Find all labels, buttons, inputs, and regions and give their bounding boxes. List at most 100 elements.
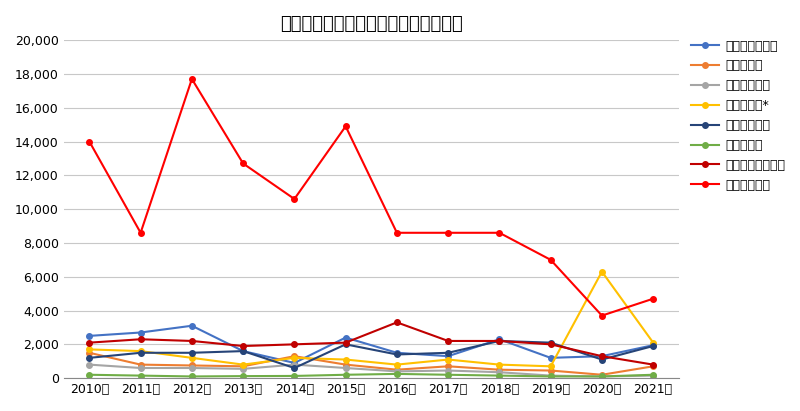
ぶどう球菌	[85, 350, 94, 355]
ぶどう球菌	[648, 364, 658, 369]
カンピロバクター	[290, 342, 299, 347]
ノロウイルス	[597, 313, 606, 318]
病原大腸菌*	[85, 347, 94, 352]
Line: ウエルシュ菌: ウエルシュ菌	[86, 338, 656, 371]
カンピロバクター	[494, 339, 504, 344]
セレウス菌	[85, 372, 94, 377]
病原大腸菌*	[238, 362, 248, 367]
サルモネラ属菌	[546, 356, 555, 360]
サルモネラ属菌	[290, 360, 299, 365]
ノロウイルス	[648, 296, 658, 301]
腸炎ビブリオ	[290, 362, 299, 367]
Title: 病因物質別食中毒発生状況（患者数）: 病因物質別食中毒発生状況（患者数）	[280, 15, 462, 33]
腸炎ビブリオ	[136, 365, 146, 370]
ぶどう球菌	[341, 362, 350, 367]
腸炎ビブリオ	[597, 374, 606, 379]
セレウス菌	[187, 374, 197, 379]
病原大腸菌*	[443, 357, 453, 362]
病原大腸菌*	[290, 356, 299, 360]
カンピロバクター	[546, 342, 555, 347]
カンピロバクター	[341, 340, 350, 345]
ノロウイルス	[290, 196, 299, 201]
カンピロバクター	[85, 340, 94, 345]
ノロウイルス	[187, 76, 197, 81]
サルモネラ属菌	[85, 333, 94, 338]
病原大腸菌*	[187, 356, 197, 360]
ウエルシュ菌	[238, 349, 248, 353]
腸炎ビブリオ	[546, 373, 555, 378]
セレウス菌	[494, 373, 504, 378]
Line: ノロウイルス: ノロウイルス	[86, 76, 656, 319]
病原大腸菌*	[136, 349, 146, 353]
腸炎ビブリオ	[648, 373, 658, 378]
サルモネラ属菌	[238, 349, 248, 353]
病原大腸菌*	[341, 357, 350, 362]
サルモネラ属菌	[648, 343, 658, 348]
ウエルシュ菌	[494, 339, 504, 344]
サルモネラ属菌	[392, 350, 402, 355]
ウエルシュ菌	[648, 344, 658, 349]
セレウス菌	[597, 374, 606, 379]
ぶどう球菌	[187, 363, 197, 368]
ウエルシュ菌	[443, 350, 453, 355]
セレウス菌	[238, 374, 248, 379]
セレウス菌	[341, 372, 350, 377]
サルモネラ属菌	[443, 354, 453, 359]
ぶどう球菌	[136, 362, 146, 367]
セレウス菌	[443, 372, 453, 377]
セレウス菌	[290, 374, 299, 379]
病原大腸菌*	[648, 340, 658, 345]
カンピロバクター	[392, 320, 402, 325]
ウエルシュ菌	[546, 340, 555, 345]
サルモネラ属菌	[494, 337, 504, 342]
ぶどう球菌	[494, 367, 504, 372]
サルモネラ属菌	[341, 335, 350, 340]
ノロウイルス	[85, 139, 94, 144]
Line: カンピロバクター: カンピロバクター	[86, 320, 656, 367]
ノロウイルス	[136, 230, 146, 235]
ウエルシュ菌	[392, 352, 402, 357]
ノロウイルス	[494, 230, 504, 235]
カンピロバクター	[136, 337, 146, 342]
腸炎ビブリオ	[443, 368, 453, 373]
ウエルシュ菌	[85, 356, 94, 360]
ノロウイルス	[238, 161, 248, 166]
ぶどう球菌	[238, 364, 248, 369]
ノロウイルス	[546, 257, 555, 262]
セレウス菌	[392, 372, 402, 376]
ぶどう球菌	[392, 367, 402, 372]
Line: サルモネラ属菌: サルモネラ属菌	[86, 323, 656, 366]
ウエルシュ菌	[290, 365, 299, 370]
ぶどう球菌	[443, 364, 453, 369]
サルモネラ属菌	[136, 330, 146, 335]
Line: 病原大腸菌*: 病原大腸菌*	[86, 269, 656, 369]
セレウス菌	[136, 373, 146, 378]
病原大腸菌*	[392, 362, 402, 367]
ウエルシュ菌	[597, 357, 606, 362]
腸炎ビブリオ	[392, 369, 402, 374]
ウエルシュ菌	[187, 350, 197, 355]
カンピロバクター	[648, 362, 658, 367]
腸炎ビブリオ	[494, 370, 504, 375]
サルモネラ属菌	[597, 354, 606, 359]
ノロウイルス	[443, 230, 453, 235]
カンピロバクター	[597, 354, 606, 359]
ノロウイルス	[392, 230, 402, 235]
腸炎ビブリオ	[238, 366, 248, 371]
腸炎ビブリオ	[341, 365, 350, 370]
ぶどう球菌	[597, 372, 606, 377]
カンピロバクター	[187, 339, 197, 344]
ノロウイルス	[341, 124, 350, 129]
病原大腸菌*	[597, 269, 606, 274]
Line: セレウス菌: セレウス菌	[86, 371, 656, 379]
ウエルシュ菌	[341, 342, 350, 347]
セレウス菌	[648, 372, 658, 377]
病原大腸菌*	[494, 362, 504, 367]
ぶどう球菌	[290, 354, 299, 359]
サルモネラ属菌	[187, 323, 197, 328]
Line: 腸炎ビブリオ: 腸炎ビブリオ	[86, 362, 656, 379]
カンピロバクター	[443, 339, 453, 344]
セレウス菌	[546, 374, 555, 379]
カンピロバクター	[238, 344, 248, 349]
腸炎ビブリオ	[187, 365, 197, 370]
